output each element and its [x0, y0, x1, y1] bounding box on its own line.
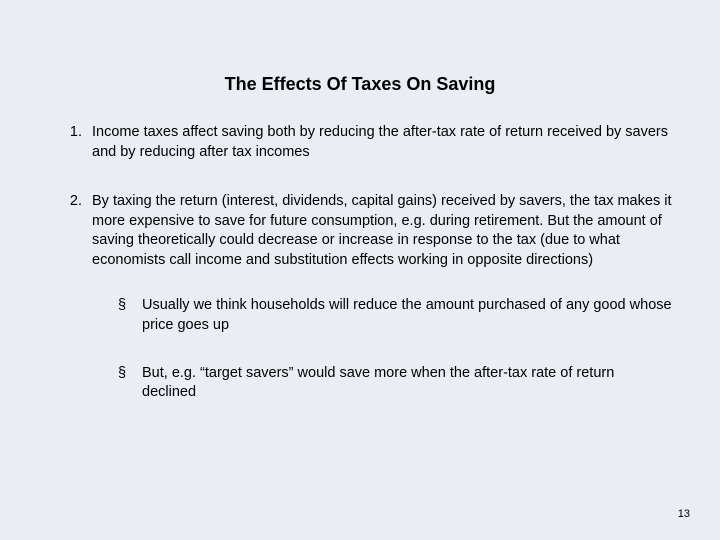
list-item-text: Income taxes affect saving both by reduc…	[92, 124, 668, 160]
sub-list-item: Usually we think households will reduce …	[118, 296, 672, 335]
page-number: 13	[678, 508, 690, 520]
sub-list-item-text: Usually we think households will reduce …	[142, 297, 672, 333]
slide: The Effects Of Taxes On Saving Income ta…	[0, 0, 720, 540]
slide-title: The Effects Of Taxes On Saving	[48, 74, 672, 95]
sub-list-item: But, e.g. “target savers” would save mor…	[118, 364, 672, 403]
main-list: Income taxes affect saving both by reduc…	[48, 123, 672, 403]
list-item-text: By taxing the return (interest, dividend…	[92, 193, 671, 268]
list-item: Income taxes affect saving both by reduc…	[86, 123, 672, 162]
list-item: By taxing the return (interest, dividend…	[86, 192, 672, 403]
sub-list-item-text: But, e.g. “target savers” would save mor…	[142, 365, 614, 401]
sub-list: Usually we think households will reduce …	[118, 296, 672, 402]
